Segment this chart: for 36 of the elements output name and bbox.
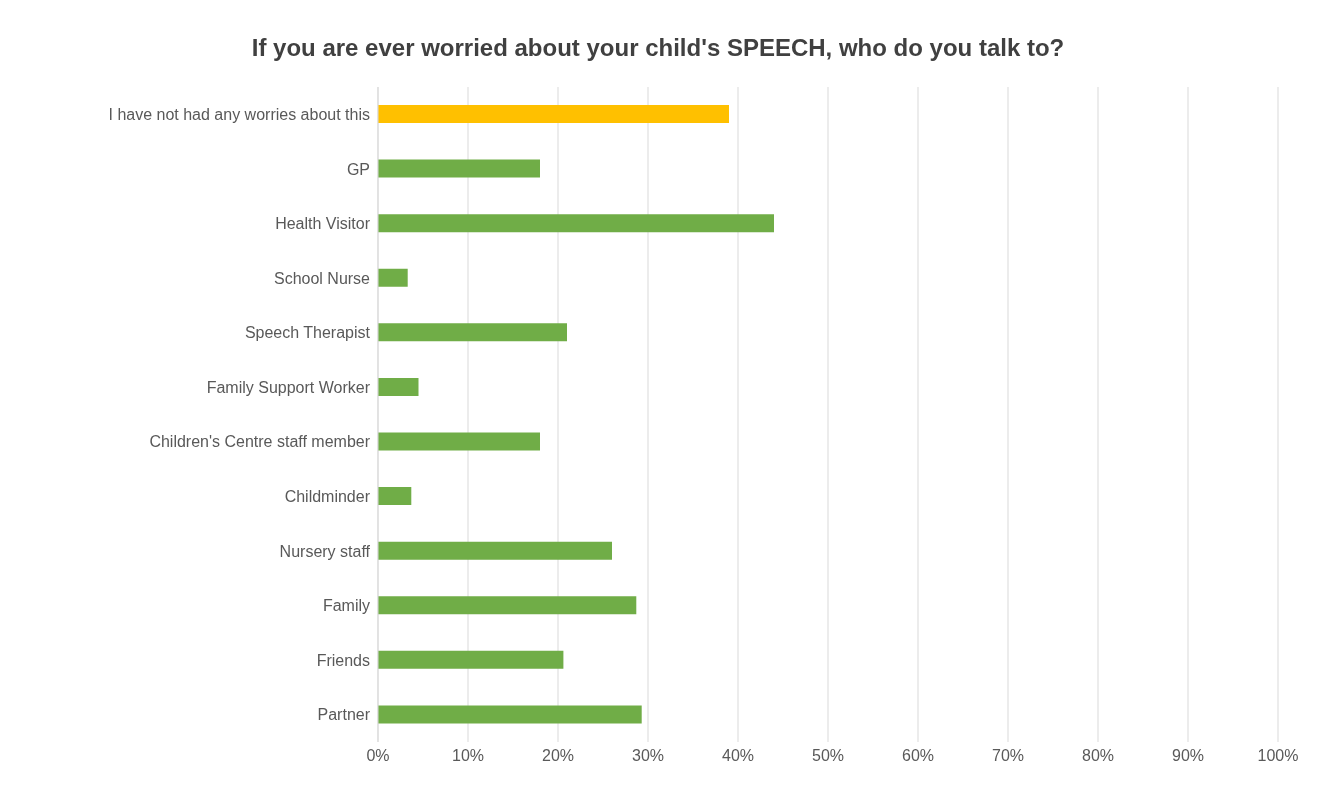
x-tick-label: 70% <box>991 747 1025 765</box>
bar <box>378 432 540 451</box>
bar <box>378 596 637 615</box>
y-tick-label: Children's Centre staff member <box>149 433 371 451</box>
x-tick-label: 0% <box>366 747 390 765</box>
bar <box>378 105 729 123</box>
x-tick-label: 30% <box>631 747 665 765</box>
y-tick-label: School Nurse <box>273 269 371 287</box>
chart-title: If you are ever worried about your child's SPEECH, who do you talk to? <box>250 33 1066 63</box>
x-tick-label: 10% <box>451 747 485 765</box>
x-tick-label: 20% <box>541 747 575 765</box>
y-tick-label: GP <box>346 160 370 178</box>
bar <box>378 705 642 724</box>
bar <box>378 214 774 233</box>
x-tick-label: 80% <box>1081 747 1115 765</box>
y-tick-label: Family <box>322 597 370 615</box>
y-tick-label: Speech Therapist <box>244 324 371 342</box>
y-tick-label: Family Support Worker <box>206 378 371 396</box>
bar <box>378 377 419 396</box>
y-tick-label: Health Visitor <box>275 215 371 233</box>
x-tick-label: 60% <box>901 747 935 765</box>
y-tick-label: Nursery staff <box>279 542 371 560</box>
y-tick-label: Childminder <box>284 488 371 506</box>
y-tick-label: Friends <box>316 651 370 669</box>
x-tick-label: 50% <box>811 747 845 765</box>
bar <box>378 268 408 287</box>
bar <box>378 541 612 560</box>
bar <box>378 650 564 669</box>
bar <box>378 159 540 178</box>
x-tick-label: 100% <box>1257 747 1299 765</box>
y-tick-label: I have not had any worries about this <box>108 105 370 123</box>
bar <box>378 323 567 342</box>
x-tick-label: 40% <box>721 747 755 765</box>
bar <box>378 487 412 506</box>
y-tick-label: Partner <box>317 706 371 724</box>
x-tick-label: 90% <box>1171 747 1205 765</box>
